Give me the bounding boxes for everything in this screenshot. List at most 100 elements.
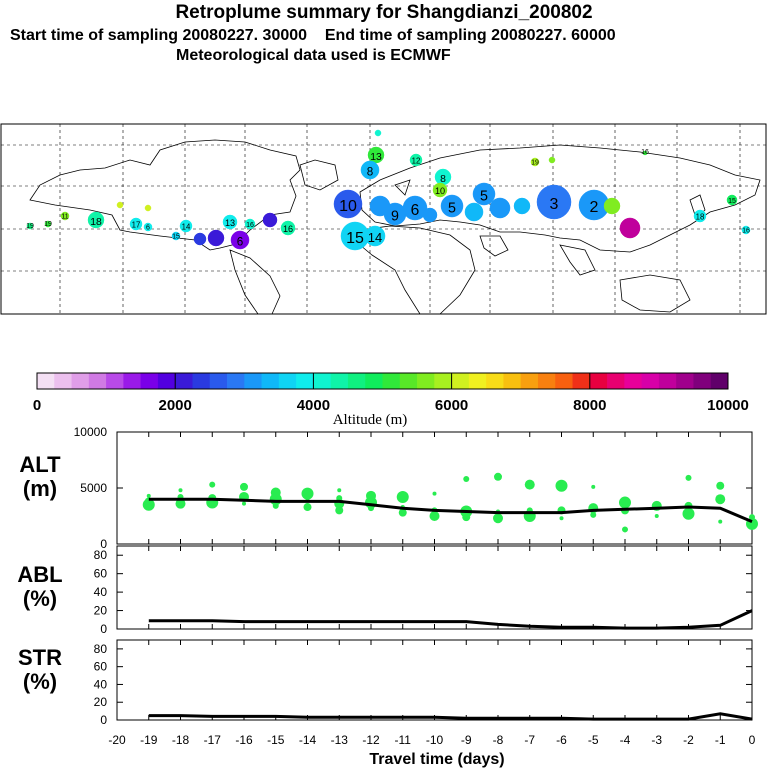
cluster-label: 19 [26, 223, 34, 230]
cluster-marker [60, 211, 70, 221]
y-tick-label: 0 [100, 622, 107, 636]
x-tick-label: -5 [588, 733, 599, 747]
altitude-cluster-point [524, 479, 535, 490]
altitude-cluster-point [718, 519, 723, 524]
x-tick-label: -8 [493, 733, 504, 747]
x-tick-label: -12 [362, 733, 380, 747]
cluster-marker [143, 222, 153, 232]
colorbar-tick-label: 0 [33, 397, 41, 414]
cluster-label: 13 [225, 218, 235, 228]
y-tick-label: 10000 [74, 425, 108, 439]
cluster-label: 8 [367, 165, 374, 178]
cluster-label: 17 [132, 221, 141, 230]
cluster-marker [619, 217, 641, 239]
cluster-marker [422, 207, 438, 223]
cluster-marker [244, 218, 256, 230]
cluster-label: 18 [90, 217, 102, 228]
cluster-marker [230, 230, 250, 250]
cluster-label: 2 [590, 199, 599, 216]
colorbar-cell [296, 373, 314, 389]
cluster-marker [171, 231, 181, 241]
colorbar-tick-label: 8000 [573, 397, 606, 414]
colorbar-cell [365, 373, 383, 389]
altitude-cluster-point [142, 498, 155, 511]
cluster-label: 5 [480, 189, 488, 205]
cluster-marker [472, 182, 496, 206]
colorbar-cell [54, 373, 72, 389]
cluster-label: 16 [641, 149, 649, 156]
cluster-marker [144, 204, 152, 212]
altitude-cluster-point [240, 482, 248, 491]
colorbar-cell [468, 373, 487, 389]
colorbar-tick-label: 6000 [435, 397, 468, 414]
colorbar-cell [313, 373, 332, 389]
cluster-label: 15 [728, 198, 736, 205]
x-tick-label: -19 [140, 733, 158, 747]
x-tick-label: -10 [426, 733, 444, 747]
colorbar-cell [106, 373, 124, 389]
altitude-cluster-point [716, 481, 725, 490]
panel-alt: ALT(m) 0 5000 10000 [19, 425, 758, 551]
cluster-label: 18 [696, 213, 705, 222]
altitude-cluster-point [398, 508, 407, 517]
cluster-marker [360, 160, 380, 180]
series-line [148, 712, 753, 721]
altitude-cluster-point [366, 490, 376, 501]
cluster-marker [548, 156, 556, 164]
altitude-cluster-point [396, 490, 409, 503]
altitude-cluster-point [432, 491, 437, 496]
cluster-marker [693, 209, 707, 223]
cluster-marker [741, 225, 751, 235]
panel-abl: ABL(%) 0 20 40 60 80 [17, 545, 753, 636]
panel-frame [116, 639, 753, 721]
x-tick-label: -7 [524, 733, 535, 747]
altitude-cluster-point [146, 493, 151, 498]
cluster-label: 15 [172, 233, 180, 240]
cluster-label: 11 [61, 213, 68, 220]
colorbar-cell [244, 373, 262, 389]
cluster-marker [642, 150, 648, 156]
cluster-label: 9 [391, 209, 399, 225]
cluster-marker [440, 194, 464, 218]
colorbar-cell [503, 373, 522, 389]
colorbar-cell [330, 373, 349, 389]
cluster-marker [432, 182, 448, 198]
altitude-cluster-point [337, 488, 342, 493]
panel-name: ABL [17, 562, 62, 587]
cluster-marker [280, 220, 296, 236]
altitude-cluster-point [301, 487, 314, 500]
cluster-label: 16 [283, 224, 293, 234]
x-tick-label: -20 [108, 733, 126, 747]
cluster-marker [364, 225, 386, 247]
altitude-cluster-point [178, 488, 183, 493]
colorbar-cell [710, 373, 729, 389]
altitude-cluster-point [555, 479, 568, 492]
panel-unit: (%) [23, 586, 57, 611]
colorbar-cell [486, 373, 504, 389]
x-tick-label: 0 [749, 733, 756, 747]
y-tick-label: 60 [94, 567, 108, 581]
map-graticule [1, 124, 766, 314]
colorbar-cell [209, 373, 228, 389]
colorbar-cell [434, 373, 452, 389]
cluster-marker [603, 197, 621, 215]
cluster-marker [513, 197, 531, 215]
coastlines [29, 139, 761, 315]
x-tick-label: -6 [556, 733, 567, 747]
colorbar-cell [641, 373, 660, 389]
cluster-label: 5 [448, 201, 456, 217]
x-axis: -20 -19 -18 -17 -16 -15 -14 -13 -12 -11 -10 -9 -8 -7-… [108, 733, 755, 768]
altitude-cluster-point [463, 476, 470, 483]
series-line [148, 497, 753, 523]
colorbar-cell [123, 373, 142, 389]
y-tick-label: 0 [100, 713, 107, 727]
cluster-label: 3 [550, 196, 559, 213]
altitude-cluster-point [272, 502, 279, 509]
colorbar-cell [607, 373, 625, 389]
colorbar-ticks: 0 2000 4000 6000 8000 10000 [33, 373, 749, 414]
cluster-label: 8 [440, 174, 446, 185]
panel-frame [116, 545, 753, 630]
colorbar-cell [624, 373, 643, 389]
altitude-cluster-point [242, 501, 246, 506]
